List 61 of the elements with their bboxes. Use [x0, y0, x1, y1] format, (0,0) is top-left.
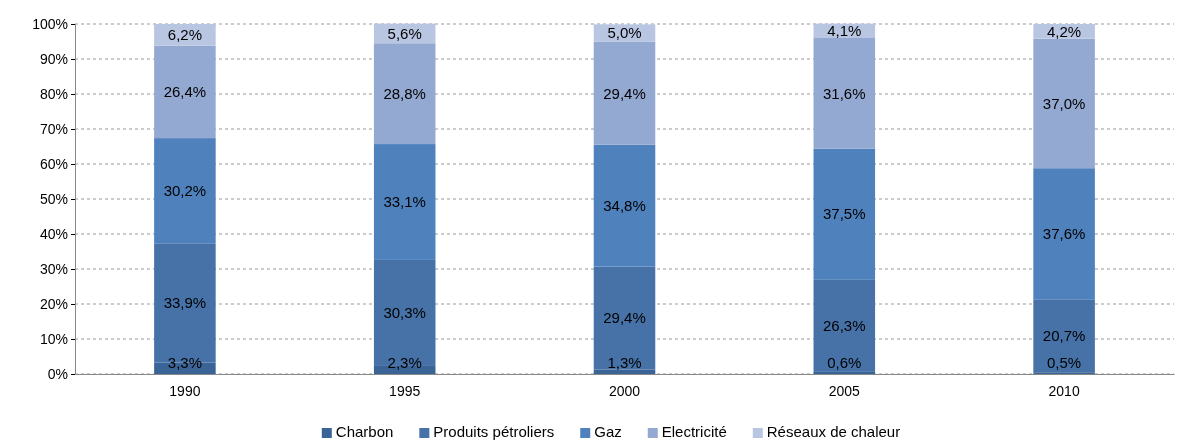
bar: [813, 279, 876, 372]
data-label: 1,3%: [607, 354, 642, 372]
x-tick-label: 1990: [169, 382, 201, 399]
data-label: 29,4%: [603, 309, 646, 327]
y-tick-label: 100%: [32, 15, 68, 32]
y-tick-label: 60%: [39, 155, 68, 172]
y-tick-label: 0%: [47, 365, 68, 382]
data-label: 0,5%: [1047, 354, 1082, 372]
bar: [593, 266, 656, 370]
bar: [593, 144, 656, 267]
y-tick-label: 80%: [39, 85, 68, 102]
x-tick-label: 2010: [1048, 382, 1080, 399]
bar: [813, 371, 876, 374]
legend-label: Electricité: [661, 423, 727, 440]
data-label: 33,9%: [163, 294, 207, 312]
bar: [373, 43, 436, 145]
data-label: 6,2%: [167, 26, 202, 44]
data-label: 37,0%: [1042, 94, 1086, 112]
y-tick-label: 90%: [39, 50, 68, 67]
data-label: 5,0%: [607, 24, 642, 42]
x-tick-label: 2005: [828, 382, 861, 399]
data-label: 28,8%: [383, 84, 426, 102]
data-label: 26,3%: [823, 317, 866, 335]
data-label: 4,1%: [827, 22, 862, 40]
data-label: 26,4%: [163, 83, 207, 101]
bar: [593, 369, 656, 374]
bar: [154, 138, 216, 244]
y-tick-label: 70%: [39, 120, 68, 137]
legend-label: Réseaux de chaleur: [766, 423, 901, 440]
data-label: 5,6%: [387, 24, 422, 42]
data-label: 2,3%: [387, 354, 422, 372]
x-tick-label: 1995: [389, 382, 421, 399]
data-label: 4,2%: [1047, 22, 1082, 40]
data-label: 37,6%: [1042, 225, 1086, 243]
y-tick-label: 40%: [39, 225, 68, 242]
bar: [1033, 168, 1095, 300]
data-label: 30,3%: [383, 304, 426, 322]
data-label: 33,1%: [383, 193, 426, 211]
bar: [1033, 299, 1095, 373]
data-label: 20,7%: [1042, 327, 1086, 345]
legend-label: Gaz: [594, 423, 622, 440]
y-tick-label: 50%: [39, 190, 68, 207]
data-label: 31,6%: [823, 84, 866, 102]
bar: [373, 144, 436, 260]
bar: [154, 45, 216, 139]
data-label: 3,3%: [167, 354, 202, 372]
data-label: 30,2%: [163, 182, 207, 200]
data-label: 34,8%: [603, 196, 646, 214]
bar: [813, 148, 876, 280]
bar: [1033, 38, 1095, 169]
y-tick-label: 10%: [39, 330, 68, 347]
data-label: 0,6%: [827, 354, 862, 372]
y-tick-label: 30%: [39, 260, 68, 277]
legend-label: Produits pétroliers: [433, 423, 555, 440]
data-label: 37,5%: [823, 205, 866, 223]
bar: [813, 38, 876, 149]
x-tick-label: 2000: [608, 382, 641, 399]
bar: [593, 41, 656, 145]
data-label: 29,4%: [603, 84, 646, 102]
legend-label: Charbon: [335, 423, 394, 440]
y-tick-label: 20%: [39, 295, 68, 312]
